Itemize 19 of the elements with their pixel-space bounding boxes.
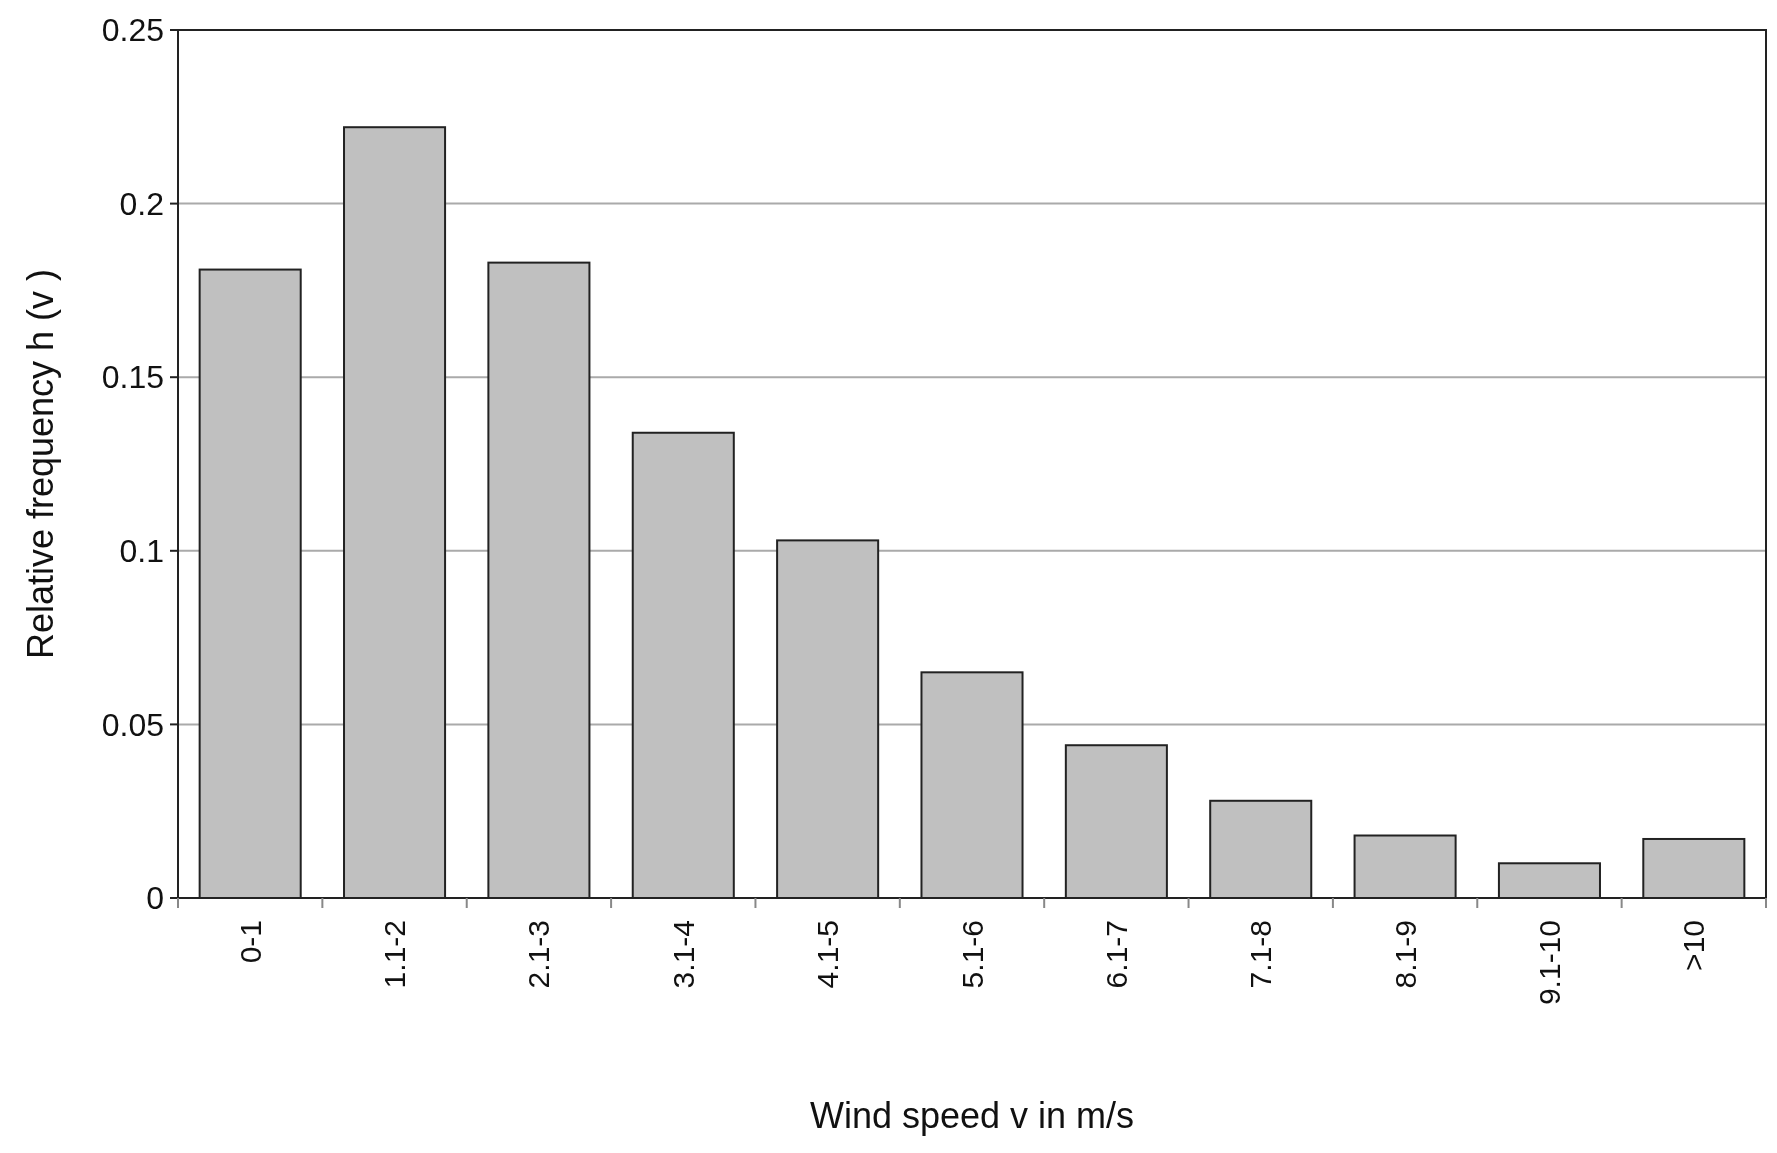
x-tick-label: 6.1-7 xyxy=(1099,920,1133,989)
x-tick-label: 5.1-6 xyxy=(955,920,989,989)
x-tick-label: 4.1-5 xyxy=(811,920,845,989)
x-tick-label: 7.1-8 xyxy=(1244,920,1278,989)
x-tick-label: 9.1-10 xyxy=(1532,920,1566,1006)
x-tick-label: 8.1-9 xyxy=(1388,920,1422,989)
y-tick-label: 0.25 xyxy=(101,12,164,49)
y-tick-label: 0.1 xyxy=(119,533,164,569)
x-tick-label: 1.1-2 xyxy=(378,920,412,989)
x-tick-label: 0-1 xyxy=(233,920,267,964)
y-tick-label: 0 xyxy=(146,880,164,917)
x-tick-label: 2.1-3 xyxy=(522,920,556,989)
x-tick-label: >10 xyxy=(1677,920,1711,971)
y-tick-label: 0.05 xyxy=(101,706,164,743)
y-axis-title: Relative frequency h (v ) xyxy=(20,268,61,660)
y-tick-label: 0.2 xyxy=(119,185,164,222)
y-tick-label: 0.15 xyxy=(101,359,164,396)
x-tick-label: 3.1-4 xyxy=(666,920,700,989)
x-axis-title: Wind speed v in m/s xyxy=(809,1095,1135,1136)
